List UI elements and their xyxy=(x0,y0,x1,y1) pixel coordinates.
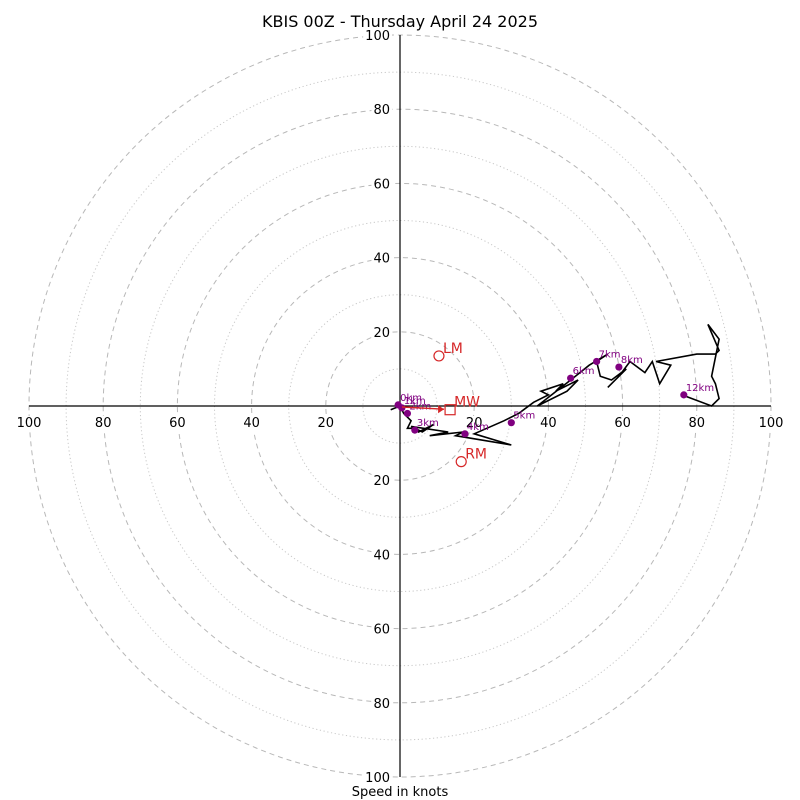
tick-label-background xyxy=(363,771,392,786)
height-marker-point xyxy=(567,374,575,382)
x-tick-label: 20 xyxy=(318,416,335,431)
height-marker-point xyxy=(507,419,515,427)
tick-label-background xyxy=(538,416,559,431)
x-tick-label: 20 xyxy=(466,416,483,431)
tick-label-background xyxy=(315,416,337,431)
chart-title: KBIS 00Z - Thursday April 24 2025 xyxy=(262,12,538,31)
mean-wind-vector xyxy=(401,406,445,410)
tick-label-background xyxy=(371,325,392,341)
storm-motion-label: LM xyxy=(443,341,463,357)
tick-label-background xyxy=(371,103,392,119)
wind-trace-layer xyxy=(390,323,721,446)
x-tick-label: 60 xyxy=(614,416,631,431)
storm-motion-marker xyxy=(455,456,467,468)
mean-wind-marker xyxy=(444,404,456,416)
tick-label-background xyxy=(371,474,392,490)
tick-label-background xyxy=(92,416,114,431)
height-marker-label: 8km xyxy=(621,355,643,366)
x-tick-label: 80 xyxy=(95,416,112,431)
x-tick-label: 60 xyxy=(169,416,186,431)
y-tick-label: 40 xyxy=(373,548,390,563)
x-tick-label: 40 xyxy=(540,416,557,431)
height-marker-label: 3km xyxy=(417,418,439,429)
height-marker-point xyxy=(411,426,419,434)
storm-motion-markers: MW LM RM xyxy=(401,341,487,468)
height-marker-label: 1km xyxy=(404,396,426,407)
height-marker-point xyxy=(680,391,688,399)
tick-label-background xyxy=(371,177,392,193)
mean-wind-arrowhead xyxy=(438,405,445,414)
storm-motion-label: MW xyxy=(454,395,480,411)
y-tick-label: 100 xyxy=(365,29,390,44)
y-tick-label: 20 xyxy=(373,326,390,341)
height-marker-label: 6km xyxy=(573,366,595,377)
y-tick-label: 60 xyxy=(373,623,390,638)
tick-labels: 20 20 20 40 40 40 60 60 60 80 80 80 100 100 100 100 80 60… xyxy=(14,29,786,786)
height-marker-label: 5km xyxy=(513,411,535,422)
tick-label-background xyxy=(756,416,786,431)
y-tick-label: 40 xyxy=(373,252,390,267)
height-marker-label: 0km xyxy=(400,393,422,404)
height-marker-label: 7km xyxy=(599,349,621,360)
tick-label-background xyxy=(371,251,392,267)
height-marker-point xyxy=(403,409,412,418)
height-marker-point xyxy=(615,363,623,371)
x-axis-label: Speed in knots xyxy=(352,785,449,800)
y-tick-label: 80 xyxy=(373,697,390,712)
height-marker-label: 2km xyxy=(409,401,431,412)
tick-label-background xyxy=(241,416,262,431)
tick-label-background xyxy=(371,622,392,638)
tick-label-background xyxy=(686,416,708,431)
height-marker-point xyxy=(398,404,406,412)
tick-label-background xyxy=(612,416,633,431)
y-tick-label: 60 xyxy=(373,177,390,192)
height-marker-label: 12km xyxy=(686,383,714,394)
height-marker-point xyxy=(593,357,601,366)
tick-label-background xyxy=(363,29,392,44)
tick-label-background xyxy=(14,416,44,431)
y-tick-label: 20 xyxy=(373,474,390,489)
y-tick-label: 100 xyxy=(365,771,390,786)
tick-label-background xyxy=(371,696,392,712)
storm-motion-label: RM xyxy=(465,447,487,463)
height-marker-label: 4km xyxy=(467,422,489,433)
tick-label-background xyxy=(167,416,188,431)
x-tick-label: 100 xyxy=(759,416,784,431)
x-tick-label: 100 xyxy=(17,416,42,431)
tick-label-background xyxy=(463,416,485,431)
x-tick-label: 80 xyxy=(689,416,706,431)
wind-trace-line xyxy=(390,323,721,446)
tick-label-background xyxy=(371,548,392,564)
height-marker-point xyxy=(461,430,469,438)
y-tick-label: 80 xyxy=(373,103,390,118)
storm-motion-marker xyxy=(433,350,445,362)
x-tick-label: 40 xyxy=(243,416,260,431)
